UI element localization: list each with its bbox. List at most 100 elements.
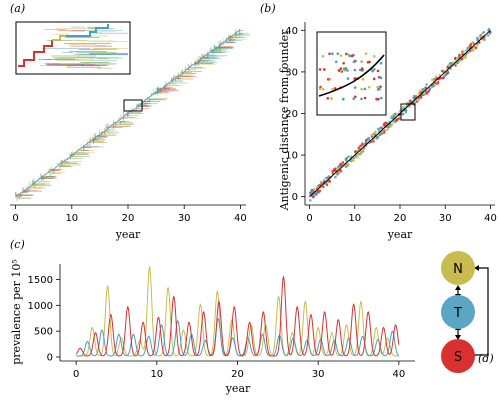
scatter-point [372, 140, 375, 143]
inset-point [379, 96, 383, 100]
scatter-point [433, 78, 436, 81]
phylogeny-panel: 0 10 20 30 40 year [10, 21, 251, 241]
scatter-point [479, 33, 483, 37]
x-tick-label-c: 0 [73, 369, 79, 380]
inset-point [334, 60, 338, 64]
arrowhead-s [455, 335, 461, 340]
scatter-point [352, 159, 355, 162]
scatter-point [377, 127, 380, 131]
inset-trunk-red [18, 40, 53, 67]
scatter-point [362, 147, 366, 150]
x-tick-label-c: 40 [392, 369, 405, 380]
scatter-point [379, 126, 383, 130]
node-t-label: T [453, 306, 462, 321]
inset-point [361, 77, 365, 81]
scatter-point [357, 146, 361, 150]
scatter-point [432, 84, 435, 88]
scatter-point [434, 75, 438, 78]
scatter-point [376, 135, 380, 139]
scatter-point [482, 30, 486, 34]
tree-trunk [15, 29, 241, 198]
scatter-point [395, 118, 399, 122]
inset-point [354, 95, 357, 99]
scatter-point [417, 98, 420, 102]
scatter-point [431, 78, 434, 82]
scatter-point [408, 100, 412, 104]
y-tick-label-c: 0 [47, 353, 53, 364]
inset-point [366, 60, 370, 64]
scatter-point [337, 171, 341, 175]
scatter-point [436, 81, 440, 84]
scatter-point [344, 158, 348, 162]
scatter-point [397, 117, 401, 120]
prevalence-line-blue [76, 317, 400, 357]
inset-point [358, 68, 362, 72]
y-tick-label-c: 1000 [28, 301, 53, 312]
scatter-point [327, 175, 331, 178]
inset-point [363, 96, 367, 100]
y-tick-label-b: 30 [285, 67, 298, 78]
inset-point [377, 97, 380, 101]
zoom-box-a [123, 99, 143, 112]
scatter-point [347, 155, 350, 158]
inset-point [328, 77, 332, 81]
scatter-point [386, 127, 389, 131]
y-tick-label-b: 0 [292, 192, 298, 203]
inset-point [336, 52, 340, 55]
y-tick-label-c: 500 [34, 327, 53, 338]
x-tick-label-b: 20 [394, 213, 407, 224]
panel-label-b: (b) [260, 2, 276, 15]
scatter-point [308, 198, 312, 202]
prevalence-lines [75, 265, 400, 357]
y-axis-title-c: prevalence per 10⁵ [10, 259, 23, 365]
inset-point [331, 52, 334, 56]
scatter-point [455, 56, 459, 60]
x-axis-title-b: year [387, 228, 413, 241]
scatter-point [471, 41, 474, 45]
inset-point [353, 86, 357, 89]
inset-point [328, 52, 331, 56]
inset-point [318, 87, 322, 91]
inset-point [341, 97, 345, 101]
scatter-point [313, 187, 316, 191]
inset-point [373, 55, 376, 58]
inset-point [337, 69, 341, 72]
inset-point [326, 96, 330, 100]
scatter-point [475, 43, 479, 47]
scatter-point [456, 61, 460, 64]
scatter-point [346, 162, 349, 166]
x-tick-label-b: 40 [484, 213, 497, 224]
scatter-point [311, 195, 315, 199]
x-tick-label-a: 10 [65, 213, 78, 224]
inset-points-b [318, 52, 385, 101]
scatter-point [391, 120, 395, 124]
scatter-point [427, 90, 430, 93]
scatter-point [318, 189, 322, 192]
scatter-point [464, 54, 468, 58]
y-tick-label-c: 1500 [28, 275, 53, 286]
scatter-point [345, 156, 348, 160]
scatter-point [367, 138, 370, 141]
x-tick-label-a: 0 [12, 213, 18, 224]
y-tick-label-b: 10 [285, 151, 298, 162]
x-tick-label-c: 20 [231, 369, 244, 380]
scatter-point [442, 76, 445, 80]
inset-point [376, 85, 380, 89]
x-tick-label-a: 20 [122, 213, 135, 224]
inset-point [352, 60, 356, 64]
scatter-point [354, 155, 358, 159]
y-axis-title-b: Antigenic distance from founder [278, 29, 291, 212]
x-ticks-a: 0 10 20 30 40 [12, 205, 247, 224]
inset-point [345, 52, 348, 56]
inset-tree-a [18, 24, 128, 69]
scatter-point [408, 105, 411, 109]
panel-label-d: (d) [478, 352, 494, 365]
scatter-point [374, 130, 377, 134]
inset-b [316, 31, 387, 116]
inset-point [367, 85, 371, 89]
inset-point [331, 87, 334, 91]
inset-a [15, 21, 131, 75]
scatter-point [321, 185, 325, 189]
node-n-label: N [453, 262, 463, 277]
scatter-point [421, 87, 424, 91]
